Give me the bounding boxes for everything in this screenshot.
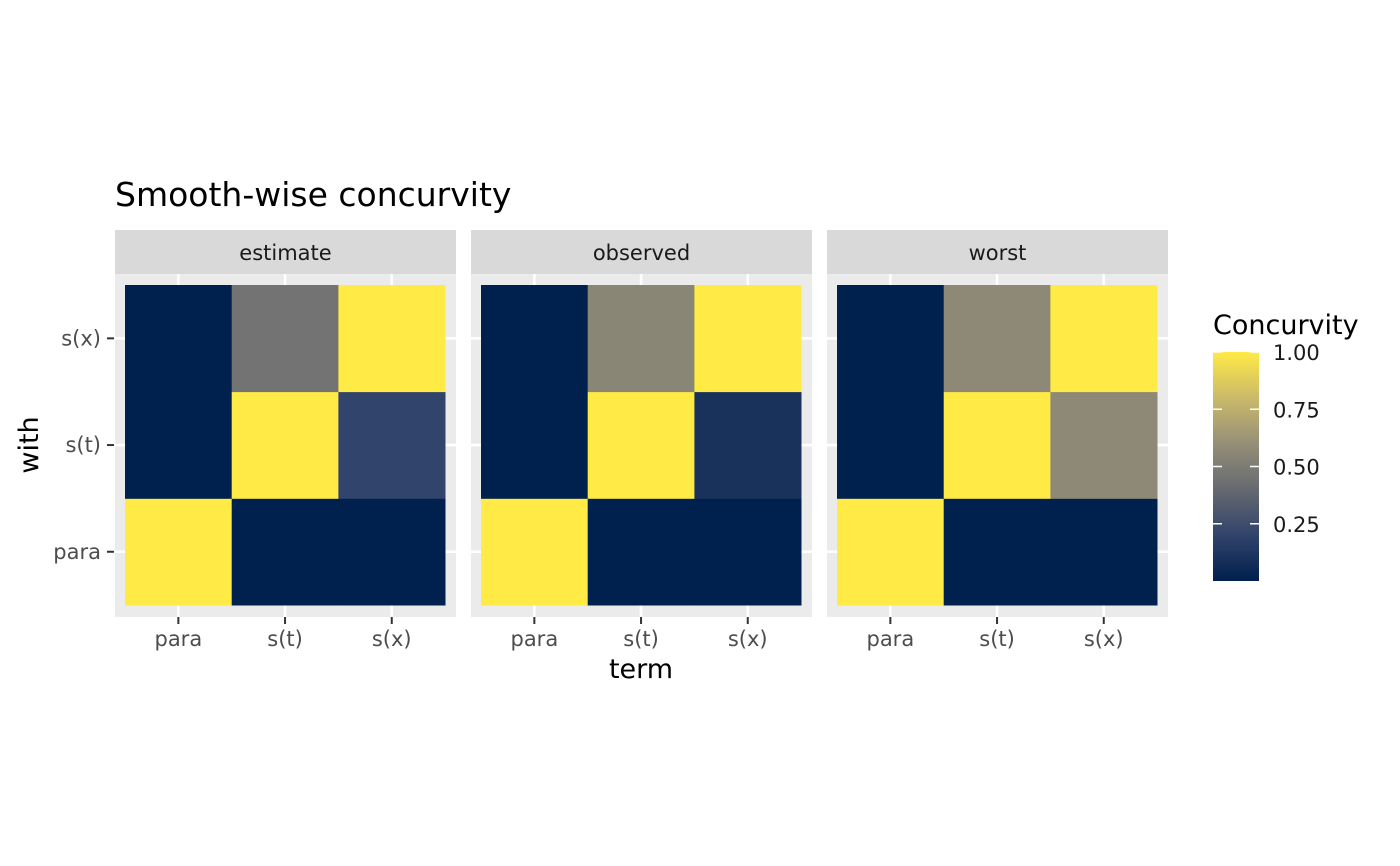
y-tick-label: para xyxy=(53,540,101,564)
heatmap-tile xyxy=(338,498,446,606)
facet-panels: estimate para s(t) s(x) observed para s(t) s(x)… xyxy=(115,230,1168,651)
legend-label: 0.75 xyxy=(1273,398,1320,422)
heatmap-tile xyxy=(1050,285,1158,393)
facet-strip-label: estimate xyxy=(239,241,331,265)
y-tick-label: s(x) xyxy=(61,326,101,350)
y-axis: para s(t) s(x) xyxy=(53,326,114,564)
heatmap-tile xyxy=(481,498,589,606)
heatmap-tile xyxy=(125,498,233,606)
legend-title: Concurvity xyxy=(1213,310,1359,341)
heatmap-tile xyxy=(125,391,233,499)
x-axis-title: term xyxy=(609,654,673,685)
x-tick-label: s(t) xyxy=(267,627,303,651)
heatmap-tile xyxy=(338,391,446,499)
legend-label: 0.50 xyxy=(1273,456,1320,480)
facet-strip-label: observed xyxy=(593,241,690,265)
heatmap-tile xyxy=(125,285,233,393)
facet-strip xyxy=(827,230,1168,274)
heatmap-tile xyxy=(694,498,802,606)
x-tick-label: para xyxy=(154,627,202,651)
x-tick-label: para xyxy=(510,627,558,651)
x-tick-label: para xyxy=(866,627,914,651)
facet-strip xyxy=(471,230,812,274)
color-legend: Concurvity 1.00 0.75 0.50 0.25 xyxy=(1213,310,1359,581)
heatmap-tile xyxy=(587,285,695,393)
heatmap-tile xyxy=(587,391,695,499)
heatmap-tile xyxy=(481,285,589,393)
heatmap-tile xyxy=(943,391,1051,499)
y-axis-title: with xyxy=(14,416,45,473)
facet-panel-estimate: estimate para s(t) s(x) xyxy=(115,230,456,651)
heatmap-tile xyxy=(231,498,339,606)
x-tick-label: s(x) xyxy=(372,627,412,651)
heatmap-tile xyxy=(837,498,945,606)
heatmap-tile xyxy=(231,285,339,393)
facet-strip xyxy=(115,230,456,274)
heatmap-tile xyxy=(694,285,802,393)
heatmap-tile xyxy=(338,285,446,393)
heatmap-tile xyxy=(837,391,945,499)
legend-label: 1.00 xyxy=(1273,341,1320,365)
facet-panel-worst: worst para s(t) s(x) xyxy=(827,230,1168,651)
heatmap-tile xyxy=(837,285,945,393)
x-tick-label: s(t) xyxy=(979,627,1015,651)
heatmap-tile xyxy=(587,498,695,606)
x-tick-label: s(t) xyxy=(623,627,659,651)
legend-label: 0.25 xyxy=(1273,513,1320,537)
chart-title: Smooth-wise concurvity xyxy=(115,175,511,214)
heatmap-tile xyxy=(1050,391,1158,499)
facet-strip-label: worst xyxy=(969,241,1027,265)
heatmap-tile xyxy=(1050,498,1158,606)
x-tick-label: s(x) xyxy=(728,627,768,651)
y-tick-label: s(t) xyxy=(65,433,101,457)
heatmap-tile xyxy=(943,498,1051,606)
heatmap-tile xyxy=(231,391,339,499)
facet-panel-observed: observed para s(t) s(x) xyxy=(471,230,812,651)
heatmap-tile xyxy=(943,285,1051,393)
heatmap-tile xyxy=(481,391,589,499)
x-tick-label: s(x) xyxy=(1084,627,1124,651)
heatmap-tile xyxy=(694,391,802,499)
